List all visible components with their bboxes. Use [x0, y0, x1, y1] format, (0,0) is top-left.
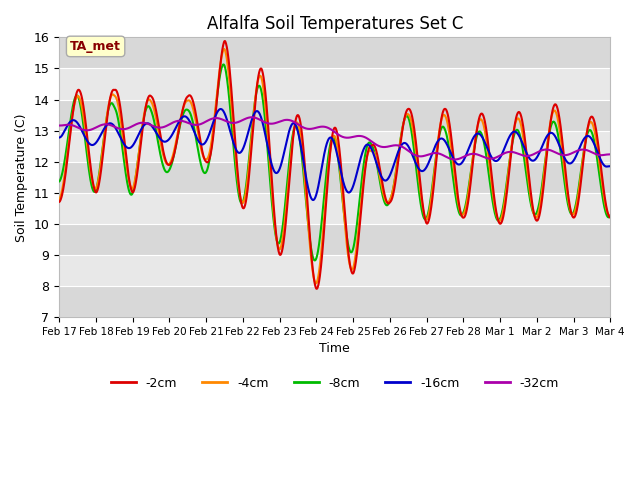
-8cm [607, 214, 614, 220]
Text: TA_met: TA_met [70, 40, 121, 53]
-2cm [55, 199, 63, 205]
-4cm [301, 177, 308, 182]
-16cm [311, 195, 319, 201]
-8cm [289, 129, 297, 134]
-32cm [451, 156, 459, 162]
-4cm [98, 154, 106, 159]
-4cm [370, 149, 378, 155]
-4cm [220, 46, 228, 52]
Bar [59, 69, 611, 99]
Bar [59, 131, 611, 162]
Bar [59, 99, 611, 131]
X-axis label: Time: Time [319, 342, 350, 356]
Legend: -2cm, -4cm, -8cm, -16cm, -32cm: -2cm, -4cm, -8cm, -16cm, -32cm [106, 372, 564, 395]
-32cm [248, 114, 255, 120]
-8cm [311, 258, 319, 264]
-4cm [120, 145, 128, 151]
Bar [59, 255, 611, 286]
-32cm [301, 125, 308, 131]
Line: -32cm: -32cm [59, 117, 611, 159]
Y-axis label: Soil Temperature (C): Soil Temperature (C) [15, 113, 28, 241]
-2cm [301, 162, 308, 168]
-8cm [301, 184, 308, 190]
-8cm [370, 146, 378, 152]
-4cm [289, 132, 297, 137]
-2cm [370, 142, 378, 148]
-8cm [98, 151, 106, 157]
-2cm [607, 215, 614, 220]
-2cm [221, 38, 228, 44]
-16cm [301, 167, 308, 172]
-4cm [55, 197, 63, 203]
Title: Alfalfa Soil Temperatures Set C: Alfalfa Soil Temperatures Set C [207, 15, 463, 33]
-32cm [98, 122, 106, 128]
-16cm [607, 163, 614, 169]
-2cm [313, 286, 321, 292]
-32cm [607, 152, 614, 157]
-16cm [309, 197, 317, 203]
-2cm [311, 280, 319, 286]
-8cm [311, 257, 319, 263]
Bar [59, 286, 611, 317]
Line: -8cm: -8cm [59, 64, 611, 261]
-32cm [289, 119, 297, 124]
-8cm [120, 159, 128, 165]
Bar [59, 37, 611, 69]
-16cm [120, 142, 128, 147]
-32cm [120, 126, 128, 132]
-16cm [98, 130, 106, 136]
-32cm [369, 140, 377, 145]
-4cm [607, 213, 614, 218]
-32cm [55, 123, 63, 129]
-2cm [289, 133, 297, 139]
-2cm [120, 136, 128, 142]
-2cm [98, 162, 106, 168]
-4cm [311, 278, 319, 284]
Line: -2cm: -2cm [59, 41, 611, 289]
-16cm [370, 151, 378, 157]
-16cm [55, 135, 63, 141]
-8cm [55, 179, 63, 184]
Bar [59, 224, 611, 255]
-16cm [217, 106, 225, 112]
Bar [59, 162, 611, 193]
-32cm [311, 125, 319, 131]
Bar [59, 193, 611, 224]
Line: -4cm: -4cm [59, 49, 611, 283]
Line: -16cm: -16cm [59, 109, 611, 200]
-4cm [312, 280, 320, 286]
-16cm [289, 120, 297, 126]
-8cm [220, 61, 227, 67]
